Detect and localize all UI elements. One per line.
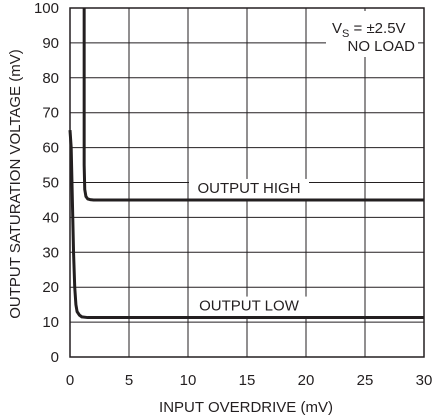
y-tick-label: 10	[42, 314, 59, 331]
series-label-background	[189, 296, 309, 317]
series-line	[82, 8, 424, 202]
series-label: OUTPUT LOW	[199, 298, 300, 315]
y-tick-label: 60	[42, 140, 59, 157]
x-tick-label: 0	[66, 372, 74, 389]
x-tick-label: 20	[298, 372, 315, 389]
series-labels: OUTPUT HIGH OUTPUT LOW	[189, 11, 418, 317]
series-lines	[68, 8, 424, 320]
condition-label-background	[326, 11, 418, 57]
series-label: OUTPUT HIGH	[197, 180, 300, 197]
y-tick-label: 30	[42, 244, 59, 261]
x-tick-label: 15	[239, 372, 256, 389]
x-tick-label: 10	[180, 372, 197, 389]
y-tick-label: 40	[42, 209, 59, 226]
y-tick-label: 70	[42, 105, 59, 122]
series-line	[68, 130, 424, 320]
tick-labels: 0 5 10 15 20 25 30 0 10 20 30 40 50 60 70 80 90 100	[34, 0, 432, 389]
y-tick-label: 20	[42, 279, 59, 296]
condition-load-label: NO LOAD	[347, 38, 415, 55]
y-tick-label: 80	[42, 70, 59, 87]
y-axis-title: OUTPUT SATURATION VOLTAGE (mV)	[7, 49, 24, 318]
y-tick-label: 50	[42, 175, 59, 192]
y-tick-label: 0	[51, 349, 59, 366]
x-tick-label: 25	[357, 372, 374, 389]
condition-vs-label: VS = ±2.5V	[332, 20, 406, 40]
y-tick-label: 100	[34, 0, 59, 17]
series-label-background	[189, 178, 309, 199]
x-axis-title: INPUT OVERDRIVE (mV)	[159, 399, 333, 416]
y-tick-label: 90	[42, 35, 59, 52]
x-tick-label: 30	[416, 372, 433, 389]
plot-frame	[69, 7, 425, 358]
x-tick-label: 5	[125, 372, 133, 389]
